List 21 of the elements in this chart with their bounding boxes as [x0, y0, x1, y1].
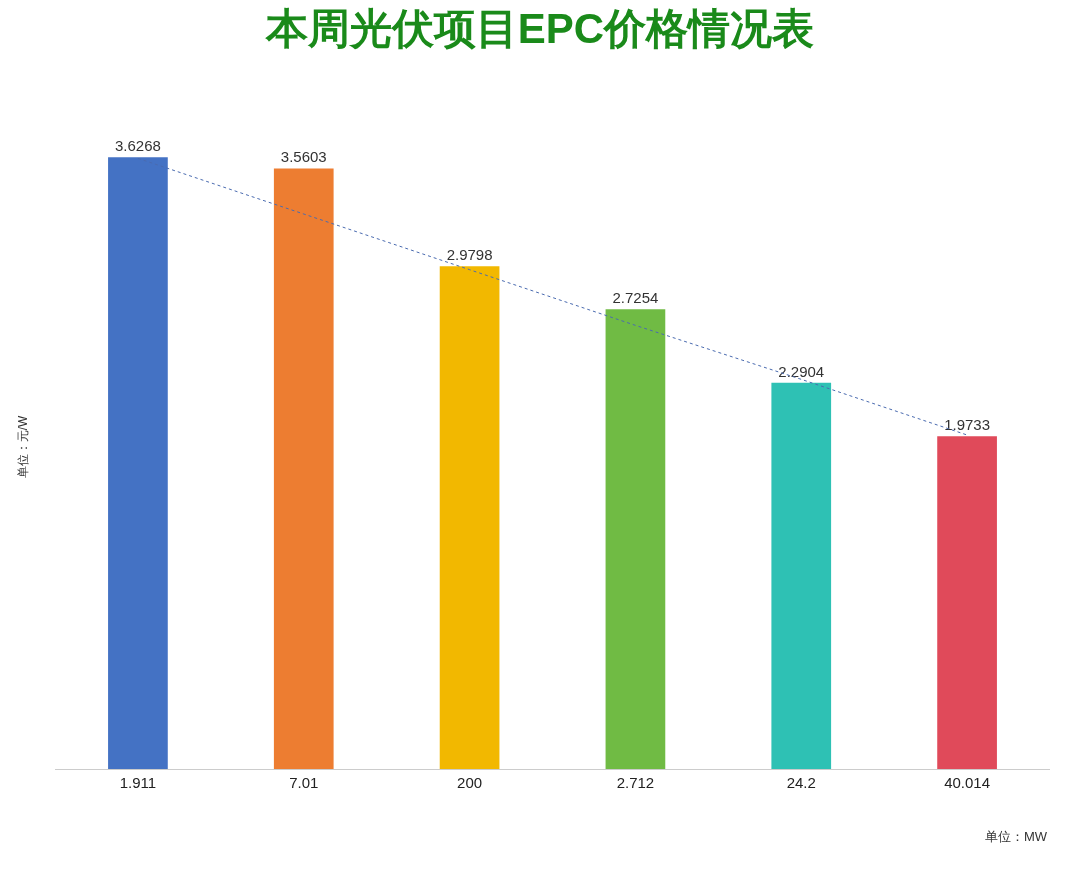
chart-title: 本周光伏项目EPC价格情况表 [264, 4, 815, 52]
data-label: 3.5603 [280, 148, 327, 166]
bar [273, 168, 334, 769]
bar [771, 382, 832, 769]
bar [937, 436, 997, 769]
data-label: 2.9798 [446, 246, 493, 264]
y-axis-title: 单位：元/W [16, 415, 30, 479]
x-tick-label: 24.2 [786, 774, 816, 791]
bar [439, 266, 500, 769]
data-label: 3.6268 [114, 137, 161, 155]
bar [605, 309, 666, 769]
x-tick-label: 1.911 [119, 774, 157, 791]
data-label: 1.9733 [944, 416, 991, 434]
x-tick-label: 200 [457, 774, 483, 791]
x-tick-label: 40.014 [944, 774, 991, 791]
x-tick-label: 7.01 [289, 774, 319, 791]
data-label: 2.2904 [778, 362, 825, 380]
text: 单位：MW [985, 829, 1048, 844]
x-tick-label: 2.712 [616, 774, 655, 791]
data-label: 2.7254 [612, 289, 659, 307]
bar [108, 157, 168, 769]
